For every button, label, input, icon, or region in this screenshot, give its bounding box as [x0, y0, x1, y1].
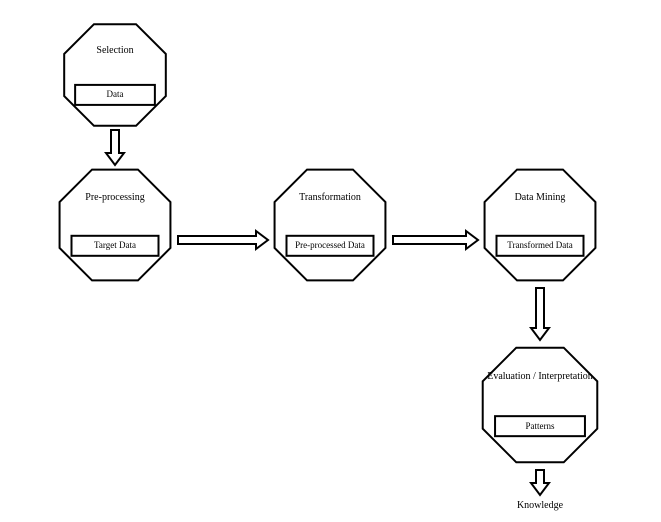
- flowchart-canvas: [0, 0, 661, 522]
- node-box-evaluation: [495, 416, 585, 436]
- arrow-evaluation-to-knowledge: [531, 470, 549, 495]
- node-transformation: [275, 170, 386, 281]
- node-datamining: [485, 170, 596, 281]
- arrow-datamining-to-evaluation: [531, 288, 549, 340]
- node-box-transformation: [287, 236, 374, 256]
- node-preprocessing: [60, 170, 171, 281]
- node-box-selection: [75, 85, 155, 105]
- node-selection: [64, 24, 166, 126]
- arrow-selection-to-preprocessing: [106, 130, 124, 165]
- node-box-datamining: [497, 236, 584, 256]
- node-evaluation: [483, 348, 598, 463]
- arrow-transformation-to-datamining: [393, 231, 478, 249]
- node-box-preprocessing: [72, 236, 159, 256]
- arrow-preprocessing-to-transformation: [178, 231, 268, 249]
